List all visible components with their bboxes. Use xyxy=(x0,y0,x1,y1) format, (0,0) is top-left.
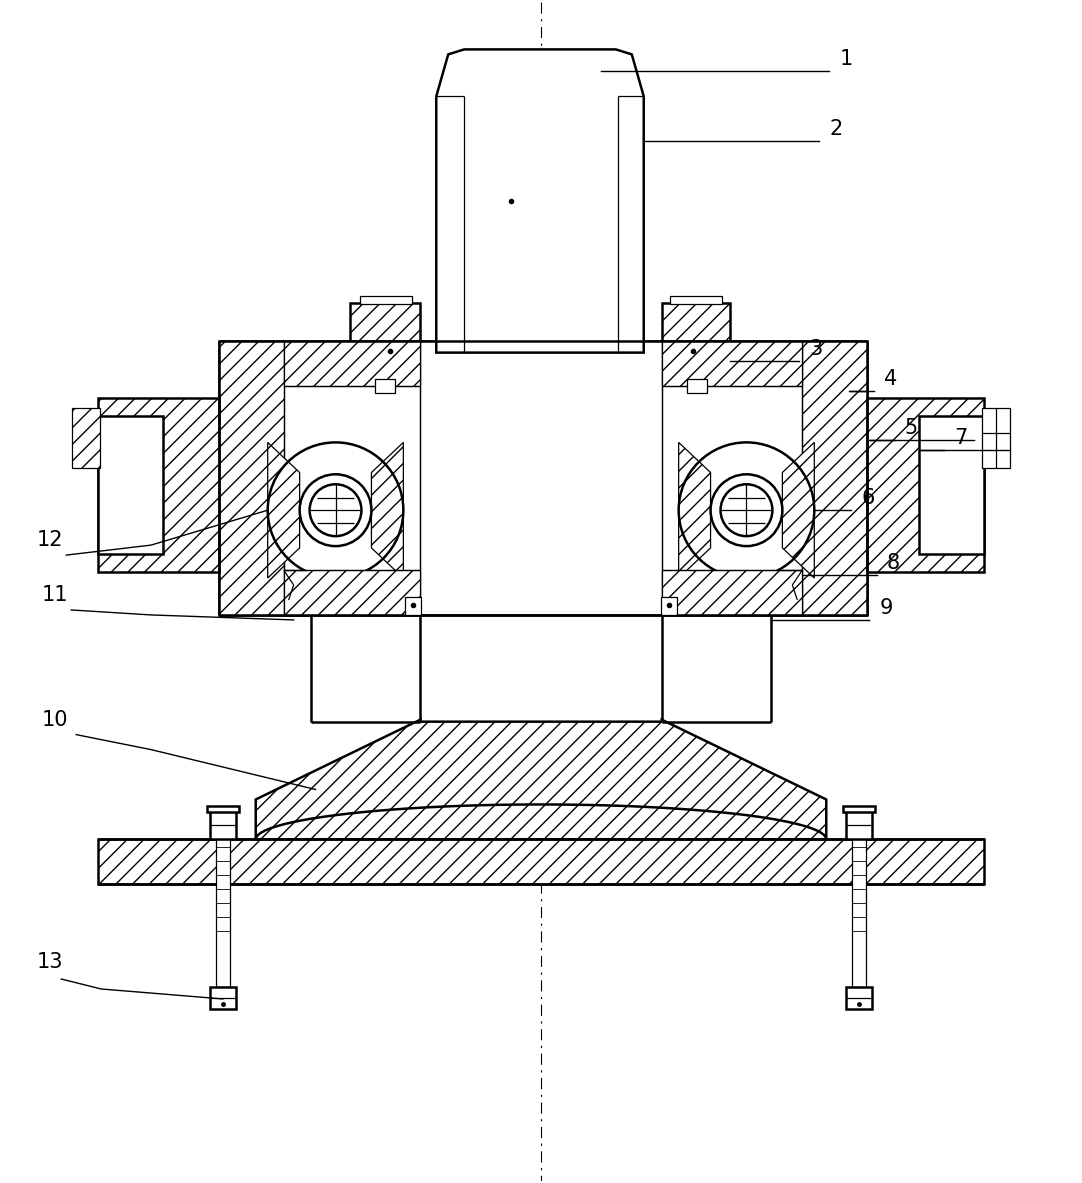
Polygon shape xyxy=(436,50,644,353)
Polygon shape xyxy=(283,341,420,386)
Circle shape xyxy=(309,484,361,536)
Bar xyxy=(210,987,236,1009)
Polygon shape xyxy=(662,303,729,341)
Text: 11: 11 xyxy=(41,584,68,605)
Bar xyxy=(375,379,395,393)
Polygon shape xyxy=(803,341,867,615)
Bar xyxy=(406,597,421,615)
Text: 1: 1 xyxy=(840,50,853,70)
Polygon shape xyxy=(782,442,815,578)
Polygon shape xyxy=(371,442,404,578)
Polygon shape xyxy=(283,570,420,615)
Text: 5: 5 xyxy=(905,419,918,439)
Polygon shape xyxy=(219,341,283,615)
Text: 13: 13 xyxy=(37,952,63,972)
Text: 6: 6 xyxy=(861,489,874,509)
Polygon shape xyxy=(255,719,827,840)
Bar xyxy=(98,416,163,554)
Polygon shape xyxy=(420,615,662,722)
Bar xyxy=(670,296,722,304)
Polygon shape xyxy=(662,341,803,386)
Bar xyxy=(919,416,984,554)
Polygon shape xyxy=(267,442,300,578)
Polygon shape xyxy=(351,303,420,341)
Text: 12: 12 xyxy=(37,530,63,550)
Text: 7: 7 xyxy=(954,428,967,448)
Text: 10: 10 xyxy=(41,710,68,730)
Text: 3: 3 xyxy=(809,338,822,358)
Text: 9: 9 xyxy=(880,597,893,618)
Polygon shape xyxy=(98,399,219,573)
Circle shape xyxy=(721,484,773,536)
Bar xyxy=(853,840,867,987)
Text: 8: 8 xyxy=(887,554,900,573)
Bar xyxy=(72,408,101,468)
Bar xyxy=(981,408,1010,468)
Bar xyxy=(207,807,239,813)
Bar xyxy=(843,807,875,813)
Polygon shape xyxy=(420,341,662,615)
Polygon shape xyxy=(867,399,984,573)
Bar xyxy=(210,812,236,840)
Text: 2: 2 xyxy=(829,119,843,140)
Bar xyxy=(846,987,872,1009)
Text: 4: 4 xyxy=(884,369,897,388)
Polygon shape xyxy=(678,442,711,578)
Polygon shape xyxy=(219,341,867,615)
Bar xyxy=(661,597,676,615)
Bar xyxy=(360,296,412,304)
Bar xyxy=(846,812,872,840)
Polygon shape xyxy=(662,570,803,615)
Polygon shape xyxy=(98,840,984,884)
Bar xyxy=(687,379,707,393)
Bar xyxy=(215,840,229,987)
